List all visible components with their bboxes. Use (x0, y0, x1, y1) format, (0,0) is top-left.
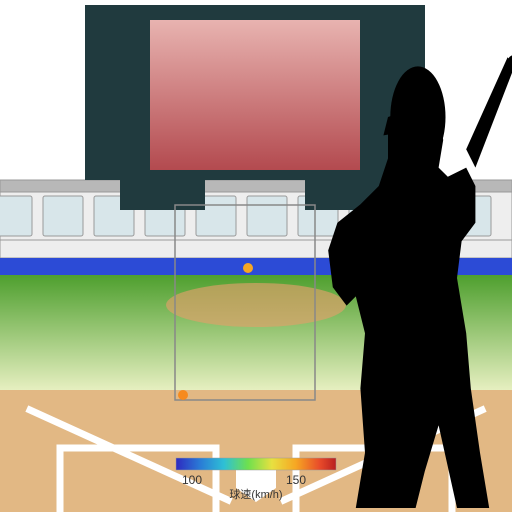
pitch-marker (243, 263, 253, 273)
speed-label: 球速(km/h) (229, 487, 282, 501)
pitch-marker (178, 390, 188, 400)
speed-colorbar (176, 458, 336, 470)
scoreboard (85, 5, 425, 210)
pitchers-mound (166, 283, 346, 327)
speed-tick: 150 (286, 473, 306, 487)
scoreboard-screen (150, 20, 360, 170)
pitch-chart: 100 150 球速(km/h) (0, 0, 512, 512)
speed-tick: 100 (182, 473, 202, 487)
